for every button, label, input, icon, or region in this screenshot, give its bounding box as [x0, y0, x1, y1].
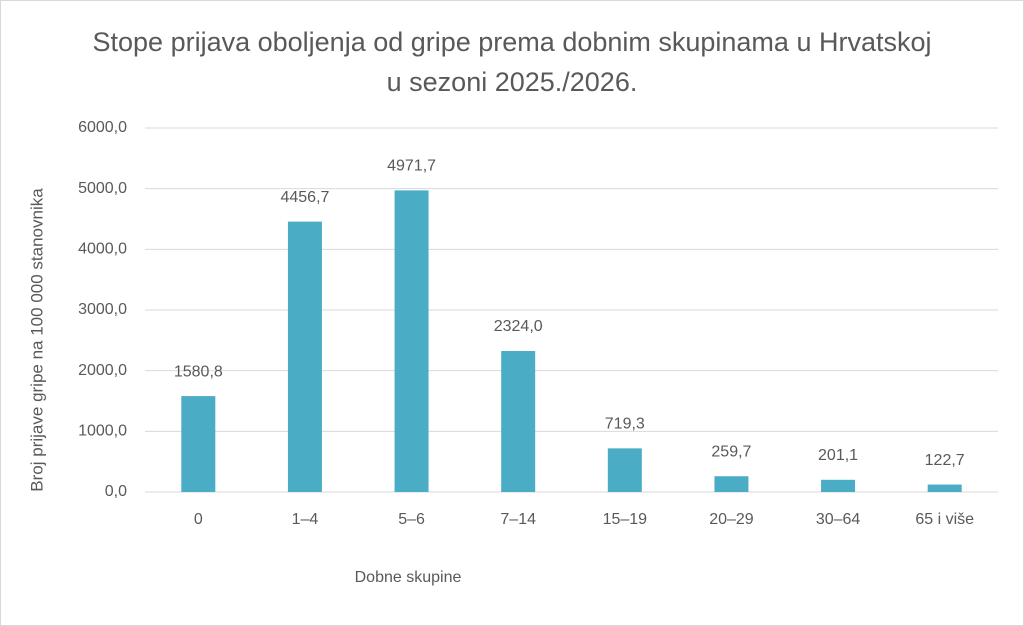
x-tick-label: 1–4 [292, 511, 319, 528]
y-tick-label: 5000,0 [78, 180, 127, 197]
y-tick-label: 0,0 [105, 483, 127, 500]
y-tick-label: 4000,0 [78, 241, 127, 258]
x-tick-label: 15–19 [603, 511, 648, 528]
data-label: 4456,7 [280, 189, 329, 206]
data-label: 2324,0 [494, 318, 543, 335]
bar [501, 351, 536, 492]
chart-title: Stope prijava oboljenja od gripe prema d… [92, 27, 932, 97]
data-label: 259,7 [711, 443, 751, 460]
x-tick-label: 0 [194, 511, 203, 528]
data-label: 4971,7 [387, 158, 436, 175]
y-tick-label: 6000,0 [78, 119, 127, 136]
bar [394, 190, 429, 492]
x-tick-label: 5–6 [398, 511, 425, 528]
y-axis-title: Broj prijave gripe na 100 000 stanovnika [27, 188, 46, 492]
data-label: 201,1 [818, 447, 858, 464]
data-label: 719,3 [605, 416, 645, 433]
x-tick-label: 65 i više [915, 511, 974, 528]
data-label: 1580,8 [174, 363, 223, 380]
bar [181, 396, 216, 492]
data-label: 122,7 [925, 452, 965, 469]
bar [821, 479, 856, 492]
x-axis-title: Dobne skupine [355, 569, 462, 586]
bar [714, 476, 749, 492]
bar [607, 448, 642, 492]
y-tick-label: 1000,0 [78, 423, 127, 440]
x-tick-label: 20–29 [709, 511, 754, 528]
y-tick-label: 3000,0 [78, 301, 127, 318]
x-tick-label: 7–14 [500, 511, 536, 528]
x-tick-label: 30–64 [816, 511, 861, 528]
bar [927, 484, 962, 492]
bar [287, 221, 322, 492]
y-tick-label: 2000,0 [78, 362, 127, 379]
